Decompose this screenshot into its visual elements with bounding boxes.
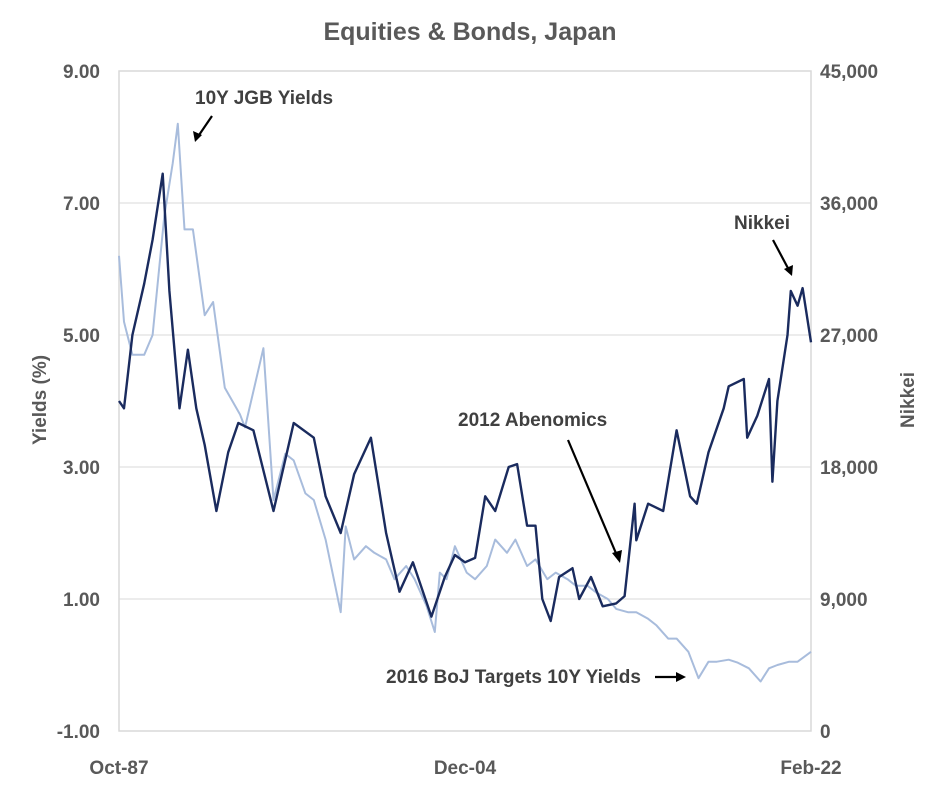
annotation-nikkei-arrow bbox=[772, 239, 793, 276]
annotation-abenomics: 2012 Abenomics bbox=[458, 410, 607, 431]
right-tick-label: 9,000 bbox=[820, 590, 868, 611]
right-axis-ticks: 45,000 36,000 27,000 18,000 9,000 0 bbox=[820, 62, 878, 743]
x-tick-label: Feb-22 bbox=[780, 758, 841, 779]
right-tick-label: 27,000 bbox=[820, 326, 878, 347]
annotation-jgb-yields: 10Y JGB Yields bbox=[195, 88, 333, 109]
x-axis-ticks: Oct-87 Dec-04 Feb-22 bbox=[89, 758, 841, 779]
right-tick-label: 0 bbox=[820, 722, 831, 743]
gridlines bbox=[119, 202, 811, 600]
left-tick-label: 1.00 bbox=[63, 590, 100, 611]
left-tick-label: 7.00 bbox=[63, 194, 100, 215]
annotation-jgb-arrow bbox=[193, 115, 213, 142]
left-tick-label: -1.00 bbox=[57, 722, 100, 743]
annotation-boj-arrow bbox=[655, 672, 686, 682]
right-tick-label: 36,000 bbox=[820, 194, 878, 215]
left-tick-label: 3.00 bbox=[63, 458, 100, 479]
annotation-boj-targets: 2016 BoJ Targets 10Y Yields bbox=[386, 667, 641, 688]
right-tick-label: 18,000 bbox=[820, 458, 878, 479]
chart-title: Equities & Bonds, Japan bbox=[323, 18, 616, 46]
series-line-jgb-yields bbox=[118, 122, 812, 683]
x-tick-label: Dec-04 bbox=[434, 758, 497, 779]
left-tick-label: 5.00 bbox=[63, 326, 100, 347]
plot-frame bbox=[118, 70, 812, 732]
left-axis-ticks: 9.00 7.00 5.00 3.00 1.00 -1.00 bbox=[57, 62, 100, 743]
left-tick-label: 9.00 bbox=[63, 62, 100, 83]
left-axis-title: Yields (%) bbox=[30, 355, 51, 445]
right-tick-label: 45,000 bbox=[820, 62, 878, 83]
series-line-nikkei bbox=[118, 172, 813, 623]
annotation-nikkei: Nikkei bbox=[734, 213, 790, 234]
annotation-abenomics-arrow bbox=[566, 439, 622, 563]
x-tick-label: Oct-87 bbox=[89, 758, 148, 779]
right-axis-title: Nikkei bbox=[898, 372, 919, 428]
